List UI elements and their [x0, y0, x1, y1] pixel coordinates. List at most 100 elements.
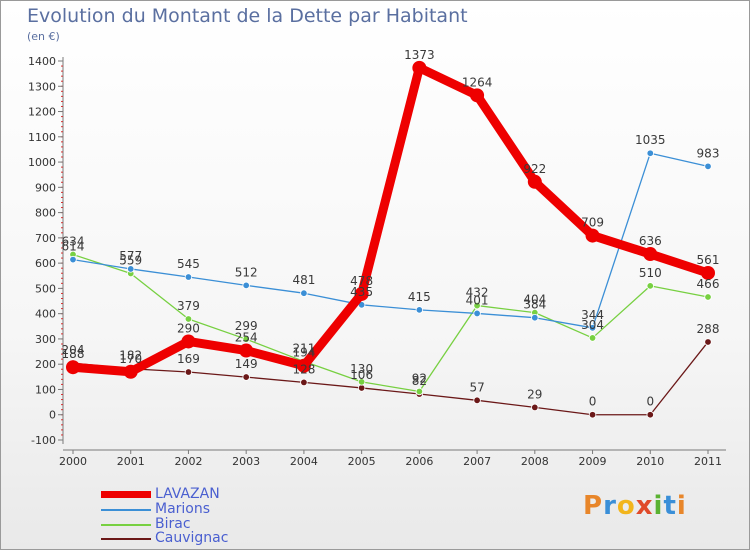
chart-title: Evolution du Montant de la Dette par Hab…: [27, 5, 468, 27]
x-tick-label: 2000: [59, 455, 87, 468]
axes: -100010020030040050060070080090010001100…: [28, 55, 726, 468]
data-label-lavazan: 194: [292, 346, 315, 360]
data-label-lavazan: 478: [350, 274, 373, 288]
data-label-birac: 634: [62, 235, 85, 249]
logo-letter: r: [603, 491, 617, 521]
data-label-marions: 614: [62, 240, 85, 254]
data-point-marions: [127, 265, 135, 273]
data-label-cauvignac: 182: [119, 349, 142, 363]
data-label-birac: 92: [412, 371, 427, 385]
data-label-birac: 304: [581, 318, 604, 332]
y-tick-label: 1000: [28, 156, 56, 169]
y-tick-label: 1200: [28, 106, 56, 119]
data-label-lavazan: 561: [697, 253, 720, 267]
data-label-birac: 130: [350, 362, 373, 376]
x-tick-label: 2002: [174, 455, 202, 468]
y-tick-label: 800: [35, 207, 56, 220]
data-label-marions: 545: [177, 257, 200, 271]
data-point-birac: [646, 282, 654, 290]
x-tick-label: 2011: [694, 455, 722, 468]
legend-label-cauvignac: Cauvignac: [155, 530, 229, 546]
data-point-marions: [531, 314, 539, 322]
data-point-marions: [300, 289, 308, 297]
data-label-marions: 1035: [635, 133, 666, 147]
x-tick-label: 2006: [405, 455, 433, 468]
data-label-cauvignac: 149: [235, 357, 258, 371]
y-tick-label: 700: [35, 232, 56, 245]
data-label-cauvignac: 128: [292, 362, 315, 376]
series-line-birac: [72, 253, 709, 393]
data-point-birac: [242, 335, 250, 343]
data-label-lavazan: 709: [581, 216, 604, 230]
data-point-birac: [184, 315, 193, 323]
y-tick-label: 600: [35, 257, 56, 270]
data-point-lavazan: [470, 88, 485, 103]
data-label-birac: 466: [697, 277, 720, 291]
data-point-marions: [704, 162, 712, 171]
data-point-lavazan: [527, 174, 542, 189]
data-label-marions: 344: [581, 308, 604, 322]
data-point-lavazan: [123, 364, 138, 379]
data-label-cauvignac: 0: [589, 395, 597, 409]
x-tick-label: 2004: [290, 455, 318, 468]
data-point-marions: [473, 309, 481, 318]
data-label-cauvignac: 0: [646, 395, 654, 409]
legend-label-lavazan: LAVAZAN: [155, 486, 220, 502]
data-point-lavazan: [66, 360, 80, 375]
data-label-cauvignac: 204: [62, 343, 85, 357]
data-point-birac: [473, 301, 481, 310]
data-label-lavazan: 290: [177, 321, 200, 335]
series-layer: [66, 60, 715, 419]
data-label-cauvignac: 57: [469, 380, 484, 394]
data-point-cauvignac: [588, 411, 597, 419]
data-label-lavazan: 1264: [462, 75, 493, 89]
x-tick-label: 2001: [117, 455, 145, 468]
data-label-birac: 211: [292, 341, 315, 355]
y-tick-label: -100: [31, 434, 56, 447]
y-tick-label: 300: [35, 333, 56, 346]
data-label-marions: 577: [119, 249, 142, 263]
y-tick-label: 1400: [28, 55, 56, 68]
data-label-birac: 510: [639, 266, 662, 280]
data-label-marions: 481: [292, 273, 315, 287]
data-point-marions: [588, 324, 597, 332]
data-point-lavazan: [181, 334, 196, 349]
x-tick-label: 2003: [232, 455, 260, 468]
data-point-lavazan: [412, 60, 427, 75]
legend-swatch-lavazan: [101, 491, 151, 498]
legend-swatch-cauvignac: [101, 538, 151, 540]
data-point-marions: [415, 306, 424, 314]
data-point-lavazan: [585, 228, 600, 243]
unit-label: (en €): [27, 30, 60, 43]
data-label-lavazan: 636: [639, 234, 662, 248]
data-point-marions: [646, 149, 654, 157]
y-tick-label: 1300: [28, 80, 56, 93]
proxiti-logo: Proxiti: [583, 491, 687, 521]
data-point-cauvignac: [646, 411, 654, 419]
data-point-cauvignac: [531, 403, 539, 412]
x-tick-label: 2010: [636, 455, 664, 468]
y-tick-label: 1100: [28, 131, 56, 144]
data-label-lavazan: 188: [62, 347, 85, 361]
data-point-cauvignac: [473, 396, 481, 405]
logo-letter: i: [653, 491, 664, 521]
logo-letter: x: [635, 491, 654, 521]
logo-letter: t: [663, 491, 677, 521]
data-point-birac: [357, 378, 366, 386]
data-point-birac: [704, 293, 712, 301]
data-point-cauvignac: [184, 368, 193, 376]
y-tick-label: 900: [35, 181, 56, 194]
x-tick-label: 2009: [579, 455, 607, 468]
data-label-marions: 435: [350, 285, 373, 299]
data-label-marions: 415: [408, 290, 431, 304]
data-label-marions: 983: [697, 146, 720, 160]
data-label-lavazan: 170: [119, 352, 142, 366]
data-point-marions: [184, 273, 193, 281]
data-point-marions: [69, 255, 77, 264]
legend-swatch-marions: [101, 509, 151, 511]
data-point-cauvignac: [300, 378, 308, 387]
data-label-marions: 512: [235, 265, 258, 279]
data-label-lavazan: 922: [523, 162, 546, 176]
